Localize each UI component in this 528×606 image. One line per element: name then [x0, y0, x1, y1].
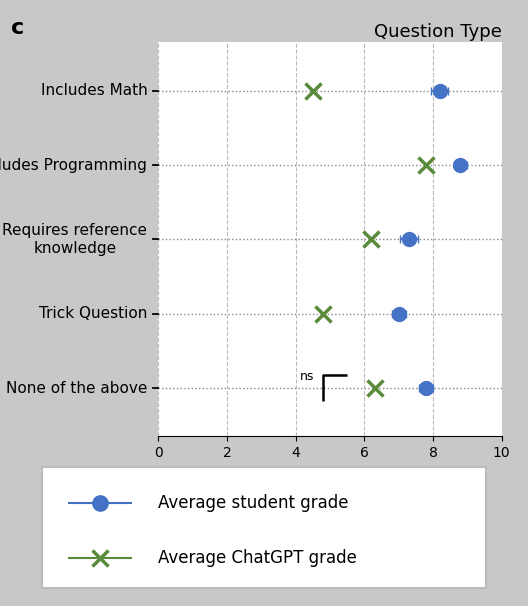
X-axis label: Grade: Grade	[305, 465, 355, 484]
Text: ns: ns	[300, 370, 315, 383]
Text: Requires reference
knowledge: Requires reference knowledge	[2, 223, 147, 256]
Text: Includes Math: Includes Math	[41, 83, 147, 98]
Text: Trick Question: Trick Question	[39, 306, 147, 321]
Text: Includes Programming: Includes Programming	[0, 158, 147, 173]
Text: Average student grade: Average student grade	[157, 494, 348, 512]
Text: None of the above: None of the above	[6, 381, 147, 396]
Text: Question Type: Question Type	[374, 23, 502, 41]
Text: Average ChatGPT grade: Average ChatGPT grade	[157, 548, 356, 567]
Text: c: c	[11, 18, 24, 38]
